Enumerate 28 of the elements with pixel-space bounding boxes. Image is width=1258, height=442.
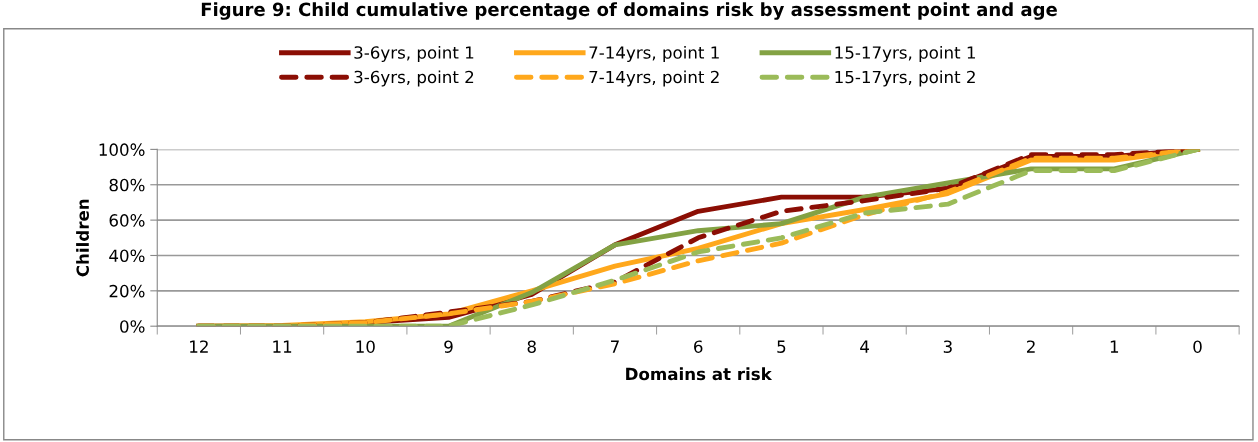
y-tick-label: 100%: [99, 143, 145, 156]
legend-label: 3-6yrs, point 2: [354, 70, 474, 87]
legend-label: 7-14yrs, point 1: [589, 45, 719, 63]
y-tick-label: 0%: [120, 320, 145, 333]
x-tick-label: 9: [444, 340, 453, 353]
x-tick-label: 11: [273, 340, 292, 353]
y-axis-title: Children: [76, 199, 90, 277]
x-tick-label: 7: [611, 340, 619, 353]
x-tick-label: 0: [1193, 340, 1202, 353]
y-tick-label: 80%: [109, 178, 145, 192]
chart-title: Figure 9: Child cumulative percentage of domains risk by assessment point and age: [201, 2, 1057, 20]
x-tick-label: 3: [943, 340, 952, 353]
x-tick-label: 2: [1027, 340, 1035, 353]
y-tick-label: 60%: [109, 214, 145, 227]
x-tick-label: 10: [356, 340, 375, 353]
x-tick-label: 6: [694, 340, 703, 353]
y-tick-label: 40%: [109, 249, 145, 263]
x-tick-label: 8: [527, 340, 536, 353]
x-tick-label: 12: [190, 340, 208, 353]
legend-label: 7-14yrs, point 2: [589, 70, 719, 87]
legend-label: 15-17yrs, point 1: [835, 45, 975, 63]
x-tick-label: 4: [860, 340, 869, 353]
legend-label: 3-6yrs, point 1: [354, 45, 474, 63]
x-tick-label: 1: [1110, 340, 1119, 353]
x-tick-label: 5: [777, 340, 786, 353]
x-axis-title: Domains at risk: [626, 367, 773, 381]
y-tick-label: 20%: [109, 284, 145, 298]
legend-label: 15-17yrs, point 2: [835, 70, 975, 87]
